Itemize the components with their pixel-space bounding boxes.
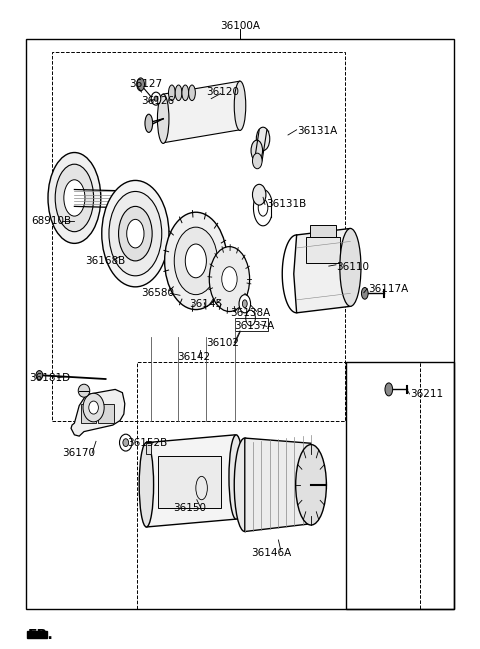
Ellipse shape [48, 153, 101, 243]
Ellipse shape [165, 212, 227, 310]
Bar [52, 52, 345, 421]
Ellipse shape [137, 78, 144, 91]
Polygon shape [71, 389, 125, 436]
Ellipse shape [242, 300, 247, 308]
Ellipse shape [252, 184, 266, 205]
Ellipse shape [234, 81, 246, 130]
Bar [81, 404, 96, 423]
Ellipse shape [139, 443, 154, 527]
Ellipse shape [120, 434, 132, 451]
Ellipse shape [154, 96, 158, 101]
Polygon shape [27, 631, 47, 638]
Text: 36127: 36127 [130, 79, 163, 90]
Text: 36131B: 36131B [266, 199, 307, 210]
Ellipse shape [64, 180, 85, 216]
Polygon shape [146, 443, 151, 454]
Ellipse shape [151, 92, 161, 105]
Ellipse shape [256, 127, 270, 151]
Polygon shape [245, 438, 311, 532]
Text: 36110: 36110 [336, 262, 369, 273]
Bar [346, 362, 454, 609]
Text: 36211: 36211 [410, 389, 444, 399]
Ellipse shape [296, 445, 326, 525]
Ellipse shape [234, 438, 255, 532]
Text: 36100A: 36100A [220, 21, 260, 31]
Ellipse shape [209, 247, 250, 312]
Ellipse shape [157, 94, 169, 143]
Bar [137, 362, 420, 609]
Ellipse shape [185, 244, 206, 278]
Ellipse shape [175, 85, 182, 101]
Ellipse shape [145, 114, 153, 132]
Ellipse shape [89, 401, 98, 414]
Text: FR.: FR. [28, 628, 54, 642]
Ellipse shape [229, 435, 243, 519]
Text: 36138A: 36138A [230, 308, 271, 318]
Ellipse shape [168, 85, 175, 101]
Text: 36126: 36126 [142, 95, 175, 106]
Bar [98, 404, 114, 423]
Text: 36120: 36120 [206, 87, 240, 97]
Bar [158, 456, 221, 508]
Ellipse shape [239, 295, 251, 313]
Text: 36117A: 36117A [369, 284, 409, 294]
Ellipse shape [174, 227, 217, 295]
Text: 36150: 36150 [173, 502, 206, 513]
Polygon shape [163, 81, 240, 143]
Text: 36168B: 36168B [85, 256, 126, 266]
Text: 36152B: 36152B [127, 437, 168, 448]
Text: 36131A: 36131A [298, 126, 338, 136]
Ellipse shape [251, 140, 263, 161]
Text: 36145: 36145 [190, 299, 223, 309]
Text: 36181D: 36181D [29, 373, 70, 383]
Ellipse shape [83, 393, 104, 422]
Text: 36146A: 36146A [251, 548, 291, 558]
Polygon shape [143, 435, 239, 527]
Ellipse shape [182, 85, 189, 101]
Text: 36137A: 36137A [234, 321, 275, 332]
Ellipse shape [340, 228, 361, 306]
Bar [235, 318, 268, 331]
Text: 36142: 36142 [178, 352, 211, 362]
Ellipse shape [127, 219, 144, 248]
Ellipse shape [252, 153, 262, 169]
Ellipse shape [123, 439, 129, 447]
Ellipse shape [109, 191, 162, 276]
Ellipse shape [361, 288, 368, 299]
Ellipse shape [385, 383, 393, 396]
Polygon shape [294, 228, 353, 313]
Ellipse shape [78, 384, 90, 397]
Ellipse shape [189, 85, 195, 101]
Ellipse shape [36, 371, 43, 380]
Text: 36102: 36102 [206, 337, 240, 348]
Ellipse shape [222, 267, 237, 291]
Text: 36580: 36580 [142, 288, 175, 299]
Text: 68910B: 68910B [31, 215, 72, 226]
Bar [310, 225, 336, 237]
Bar [306, 237, 340, 263]
Ellipse shape [102, 180, 169, 287]
Text: 36170: 36170 [62, 448, 96, 458]
Ellipse shape [55, 164, 94, 232]
Bar [26, 39, 454, 609]
Ellipse shape [119, 206, 152, 261]
